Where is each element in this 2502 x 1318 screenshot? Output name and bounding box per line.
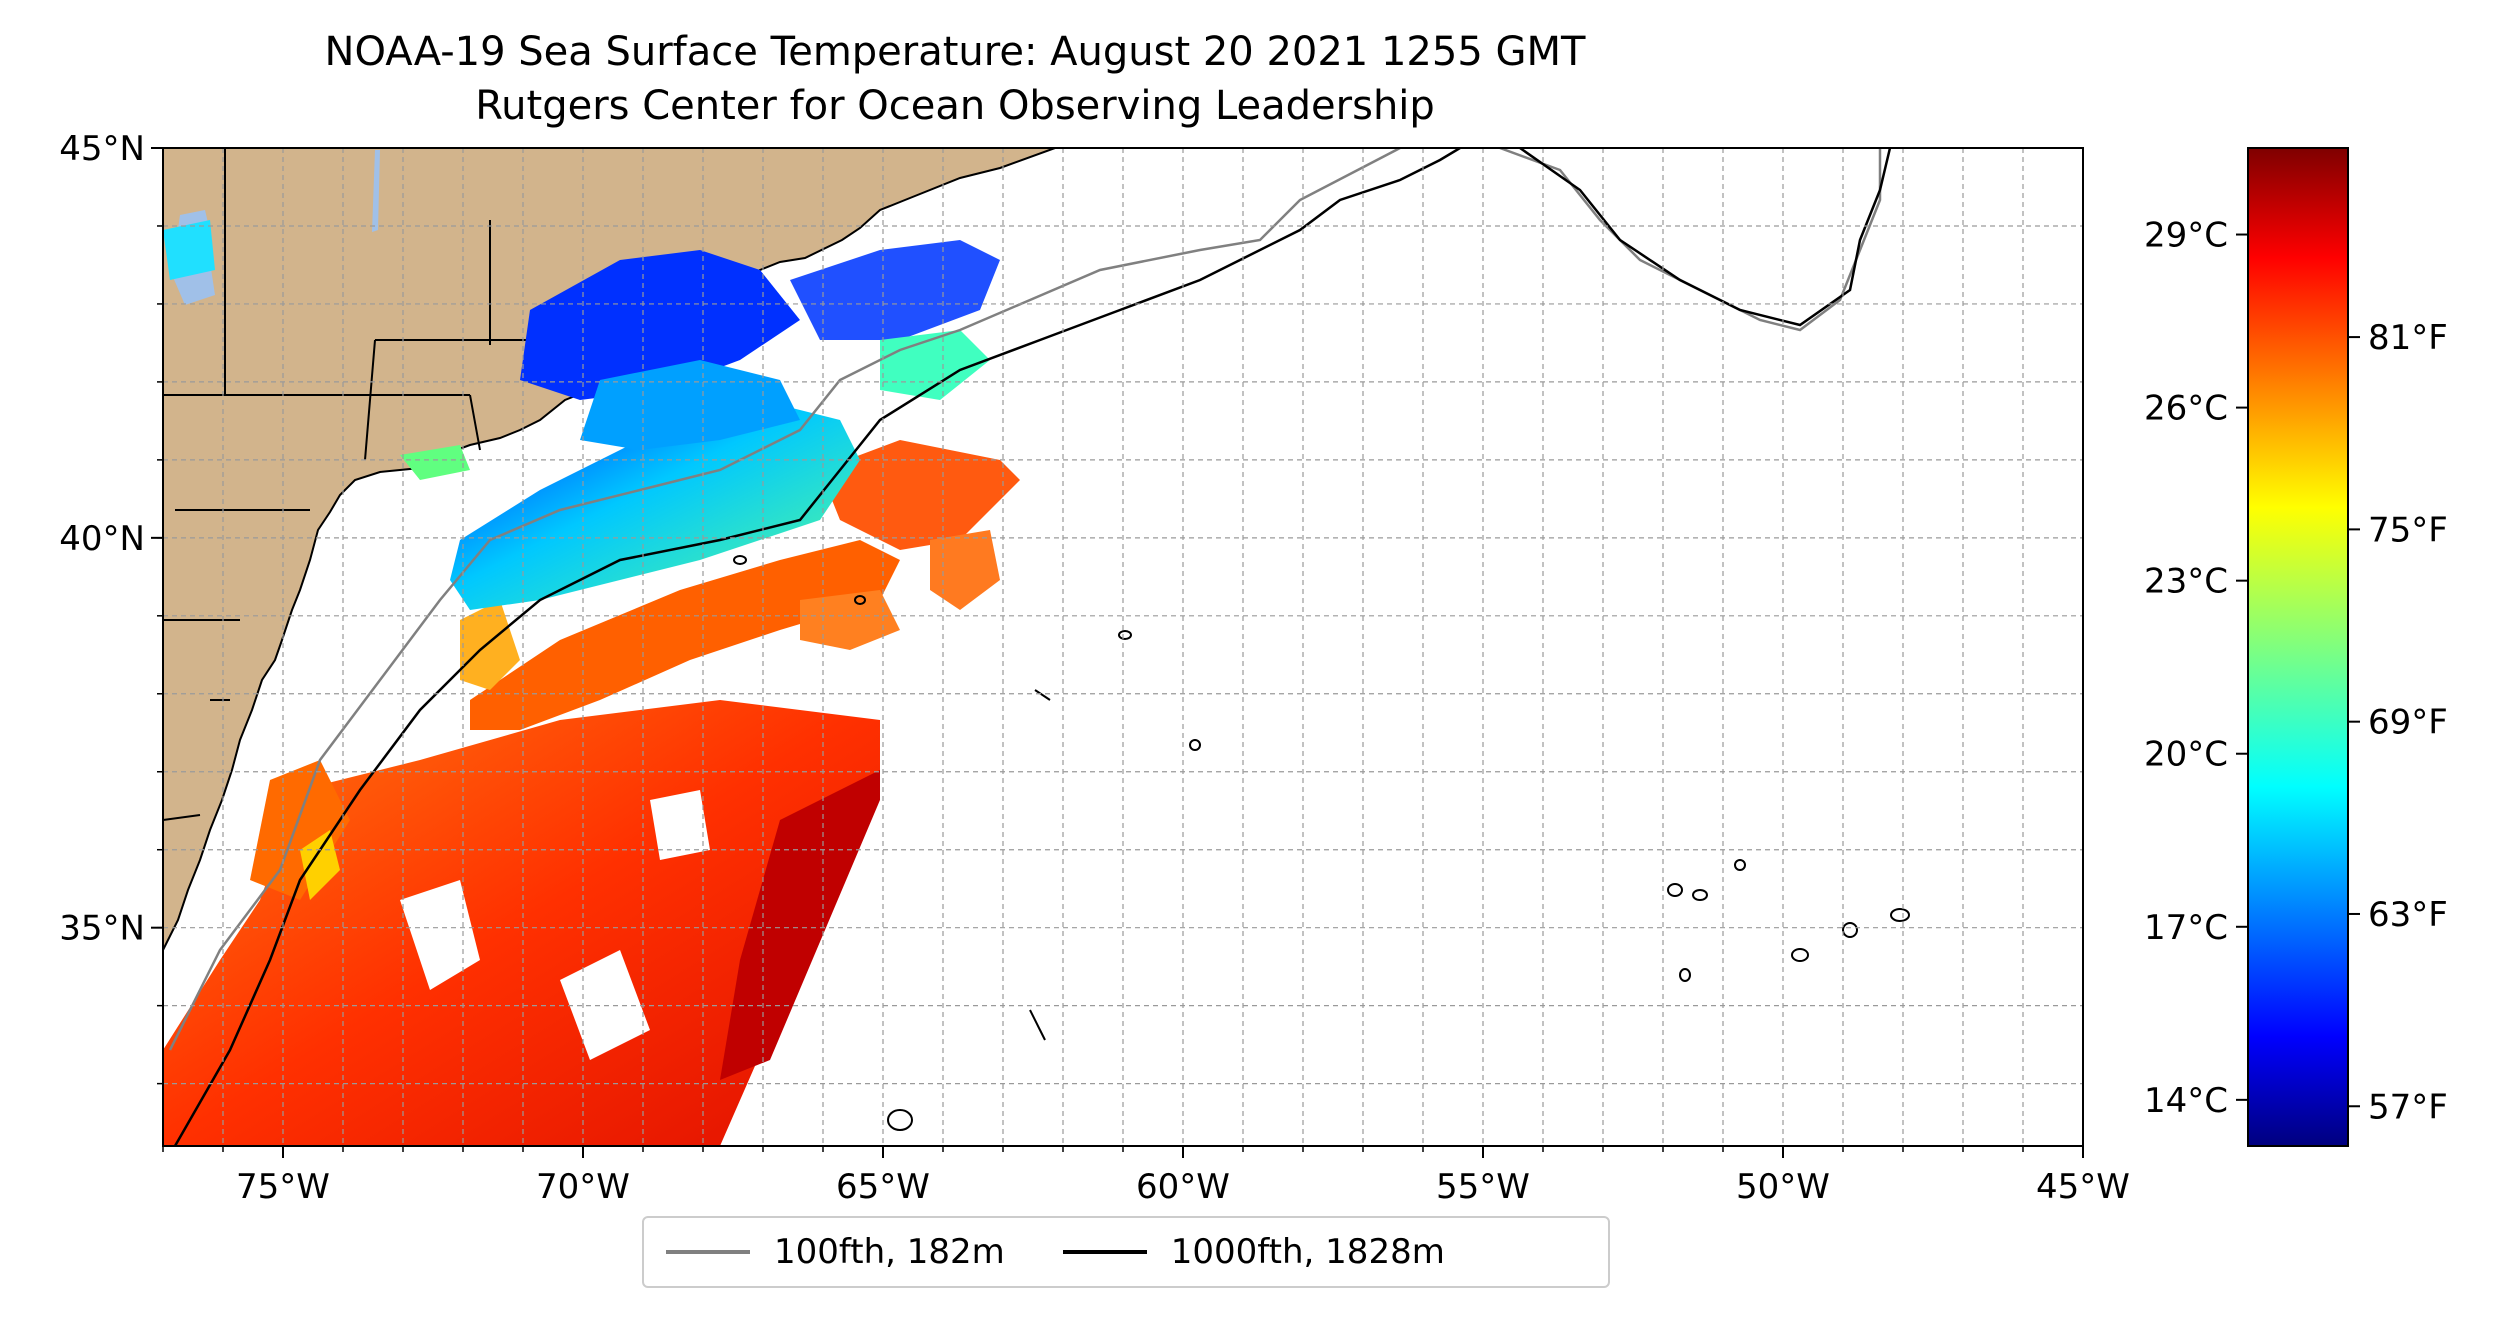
colorbar-fahrenheit-axis: 81°F 75°F 69°F 63°F 57°F [2348,318,2448,1127]
lon-axis: 75°W 70°W 65°W 60°W 55°W 50°W 45°W [162,1146,2130,1207]
colorbar-celsius-label: 29°C [2144,216,2228,256]
sst-imagery [163,220,1020,1146]
lon-tick-label: 70°W [536,1167,630,1207]
lake-shape [372,150,380,232]
colorbar-fahrenheit-label: 63°F [2368,895,2448,935]
colorbar-celsius-axis: 29°C 26°C 23°C 20°C 17°C 14°C [2144,216,2248,1121]
lon-tick-label: 60°W [1136,1167,1230,1207]
colorbar-celsius-label: 23°C [2144,562,2228,602]
legend-label: 1000fth, 1828m [1170,1232,1445,1272]
lon-tick-label: 65°W [836,1167,930,1207]
colorbar-celsius-label: 20°C [2144,735,2228,775]
state-borders [163,148,580,821]
colorbar-celsius-label: 14°C [2144,1081,2228,1121]
colorbar-fahrenheit-label: 69°F [2368,703,2448,743]
lat-tick-label: 45°N [59,129,145,169]
legend-item-1000fth: 1000fth, 1828m [1062,1232,1445,1272]
colorbar [2247,147,2349,1147]
contour-100fth [168,148,1882,1051]
legend: 100fth, 182m 1000fth, 1828m [642,1216,1610,1288]
seamounts [733,555,1910,1131]
map-area [163,148,2083,1146]
lon-tick-label: 75°W [236,1167,330,1207]
chart-title: NOAA-19 Sea Surface Temperature: August … [324,29,1586,75]
legend-label: 100fth, 182m [774,1232,1005,1272]
lat-tick-label: 40°N [59,519,145,559]
colorbar-celsius-label: 17°C [2144,908,2228,948]
legend-swatch [666,1250,750,1254]
colorbar-celsius-label: 26°C [2144,389,2228,429]
chart-subtitle: Rutgers Center for Ocean Observing Leade… [475,83,1435,129]
legend-swatch [1062,1250,1147,1254]
lat-axis: 45°N 40°N 35°N [59,129,163,1085]
lat-tick-label: 35°N [59,909,145,949]
lon-tick-label: 45°W [2036,1167,2130,1207]
lon-tick-label: 50°W [1736,1167,1830,1207]
legend-item-100fth: 100fth, 182m [666,1232,1005,1272]
colorbar-fahrenheit-label: 81°F [2368,318,2448,358]
colorbar-fahrenheit-label: 75°F [2368,510,2448,550]
lon-tick-label: 55°W [1436,1167,1530,1207]
gridlines [163,148,2083,1146]
contour-1000fth [173,148,1892,1146]
colorbar-fahrenheit-label: 57°F [2368,1087,2448,1127]
